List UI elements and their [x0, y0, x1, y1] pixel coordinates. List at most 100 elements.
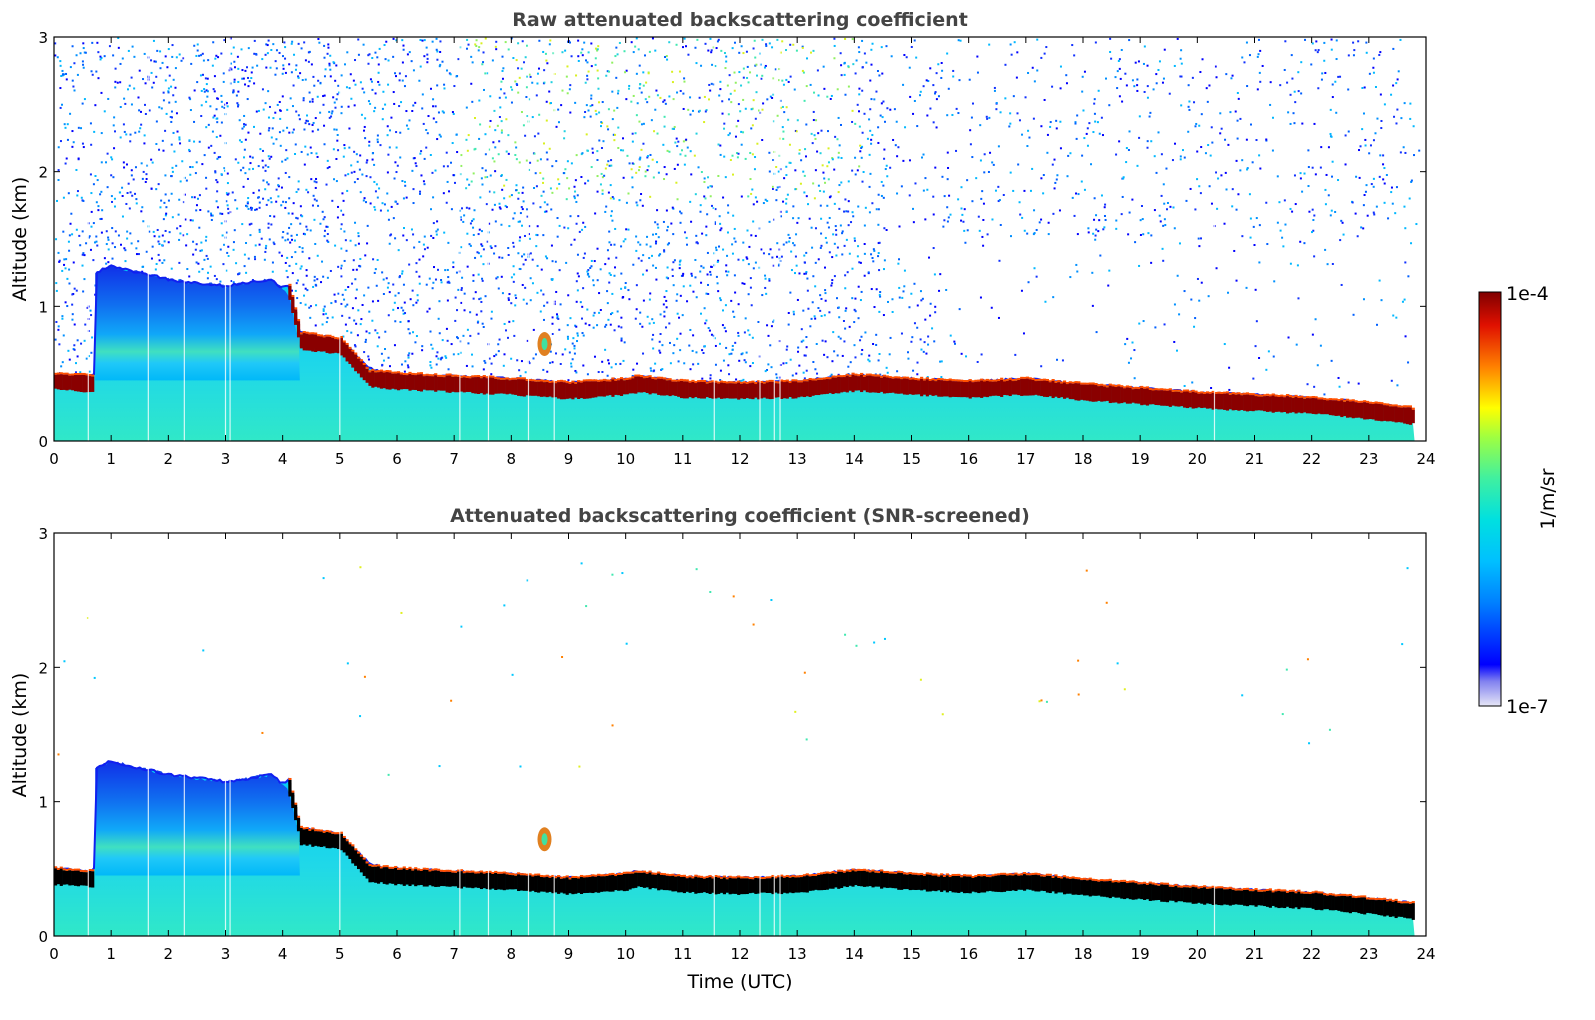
noise-speckle — [463, 292, 466, 295]
noise-speckle — [776, 186, 779, 189]
noise-speckle — [796, 221, 799, 224]
noise-speckle — [54, 42, 57, 45]
noise-speckle — [220, 222, 223, 225]
max-backscatter-band — [79, 374, 83, 393]
band-edge — [1017, 377, 1021, 380]
noise-speckle — [522, 200, 525, 203]
noise-speckle — [323, 143, 326, 146]
noise-speckle — [268, 127, 271, 130]
band-edge — [962, 380, 967, 383]
noise-speckle — [1372, 66, 1375, 69]
noise-speckle — [1018, 119, 1021, 122]
noise-speckle — [606, 70, 609, 73]
noise-speckle — [1324, 203, 1327, 206]
noise-speckle — [242, 77, 245, 80]
noise-speckle — [321, 323, 324, 326]
noise-speckle — [268, 157, 271, 160]
band-edge — [1000, 377, 1004, 380]
noise-speckle — [69, 66, 72, 69]
noise-speckle — [919, 94, 922, 97]
noise-speckle — [257, 196, 260, 199]
noise-speckle — [870, 142, 873, 145]
noise-speckle — [278, 251, 281, 254]
noise-speckle — [991, 161, 994, 164]
noise-speckle — [215, 179, 218, 182]
noise-speckle — [390, 233, 393, 236]
noise-speckle — [66, 138, 69, 141]
noise-speckle — [328, 116, 331, 119]
noise-speckle — [494, 146, 497, 149]
noise-speckle — [979, 296, 982, 299]
band-edge — [1300, 395, 1304, 398]
noise-speckle — [782, 362, 785, 365]
noise-speckle — [1195, 122, 1198, 125]
noise-speckle — [609, 273, 612, 276]
noise-speckle — [724, 67, 727, 70]
noise-speckle — [598, 292, 601, 295]
noise-speckle — [655, 89, 658, 92]
noise-speckle — [611, 311, 614, 314]
noise-speckle — [1331, 262, 1334, 265]
noise-speckle — [668, 322, 671, 325]
noise-speckle — [1379, 51, 1382, 54]
band-edge — [551, 380, 555, 383]
noise-speckle — [347, 173, 350, 176]
noise-speckle — [566, 160, 569, 163]
band-edge — [1314, 396, 1318, 399]
noise-speckle — [576, 272, 579, 275]
noise-speckle — [1028, 136, 1031, 139]
noise-speckle — [68, 268, 71, 271]
max-backscatter-band — [1163, 390, 1167, 406]
noise-speckle — [402, 197, 405, 200]
noise-speckle — [1372, 57, 1375, 60]
noise-speckle — [689, 328, 692, 331]
noise-speckle — [627, 87, 630, 90]
band-edge — [1151, 388, 1155, 391]
noise-speckle — [1051, 85, 1054, 88]
noise-speckle — [435, 37, 438, 40]
noise-speckle — [529, 161, 532, 164]
noise-speckle — [622, 295, 625, 298]
noise-speckle — [343, 144, 346, 147]
noise-speckle — [588, 275, 591, 278]
noise-speckle — [654, 362, 657, 365]
noise-speckle — [647, 72, 650, 75]
noise-speckle — [620, 339, 623, 342]
noise-speckle — [623, 341, 626, 344]
noise-speckle — [1241, 159, 1244, 162]
noise-speckle — [769, 95, 772, 98]
band-edge — [56, 372, 61, 375]
noise-speckle — [776, 114, 779, 117]
noise-speckle — [518, 161, 521, 164]
noise-speckle — [1335, 111, 1338, 114]
band-edge — [954, 379, 958, 382]
noise-speckle — [313, 180, 316, 183]
noise-speckle — [803, 254, 806, 257]
noise-speckle — [693, 154, 696, 157]
noise-speckle — [737, 303, 740, 306]
noise-speckle — [60, 365, 63, 368]
noise-speckle — [400, 363, 403, 366]
noise-speckle — [671, 206, 674, 209]
noise-speckle — [272, 142, 275, 145]
max-backscatter-band — [811, 380, 815, 396]
noise-speckle — [340, 223, 343, 226]
noise-speckle — [266, 52, 269, 55]
noise-speckle — [843, 73, 846, 76]
max-backscatter-band — [837, 376, 841, 394]
noise-speckle — [58, 260, 61, 263]
max-backscatter-band — [602, 380, 606, 397]
noise-speckle — [607, 191, 610, 194]
noise-speckle — [520, 111, 523, 114]
noise-speckle — [785, 49, 788, 52]
noise-speckle — [1396, 108, 1399, 111]
noise-speckle — [366, 224, 369, 227]
noise-speckle — [288, 131, 291, 134]
noise-speckle — [692, 363, 695, 366]
noise-speckle — [281, 72, 284, 75]
noise-speckle — [480, 243, 483, 246]
noise-speckle — [640, 148, 643, 151]
noise-speckle — [635, 114, 638, 117]
noise-speckle — [1392, 84, 1395, 87]
noise-speckle — [482, 263, 485, 266]
